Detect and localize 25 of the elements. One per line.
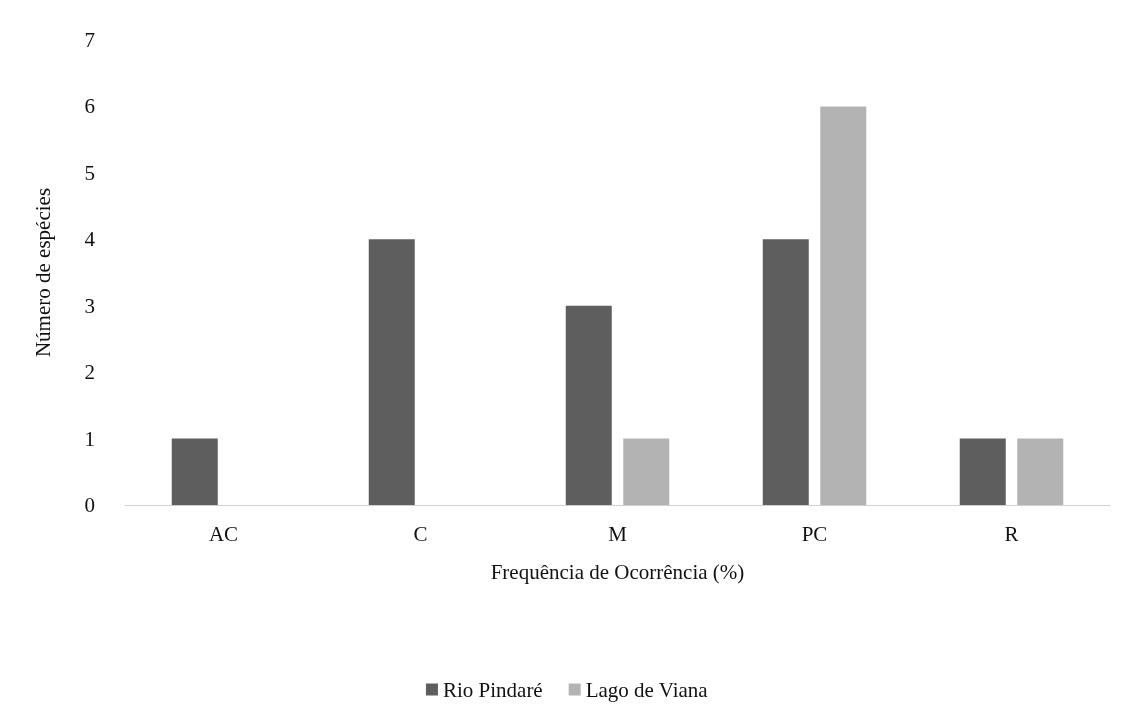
y-tick-label: 5 — [84, 160, 95, 185]
y-tick-label: 4 — [84, 227, 96, 252]
x-tick-label: R — [1004, 521, 1019, 546]
bar — [959, 438, 1006, 505]
bar — [1017, 438, 1064, 505]
y-tick-label: 3 — [84, 293, 95, 318]
x-tick-label: PC — [801, 521, 828, 546]
x-tick-label: C — [413, 521, 428, 546]
y-tick-label: 6 — [84, 94, 95, 119]
legend-label: Rio Pindaré — [442, 677, 543, 702]
x-tick-label: M — [608, 521, 628, 546]
x-axis-title: Frequência de Ocorrência (%) — [490, 559, 745, 584]
y-axis-title: Número de espécies — [30, 187, 55, 358]
bar — [820, 106, 867, 505]
bar — [368, 239, 415, 505]
y-tick-label: 2 — [84, 360, 95, 385]
y-tick-label: 0 — [84, 493, 95, 517]
y-tick-label: 1 — [84, 426, 95, 451]
bar — [623, 438, 670, 505]
y-tick-label: 7 — [84, 28, 95, 52]
bar — [565, 305, 612, 505]
legend-label: Lago de Viana — [585, 677, 709, 702]
bar — [171, 438, 218, 505]
x-tick-label: AC — [208, 521, 239, 546]
bar — [762, 239, 809, 505]
